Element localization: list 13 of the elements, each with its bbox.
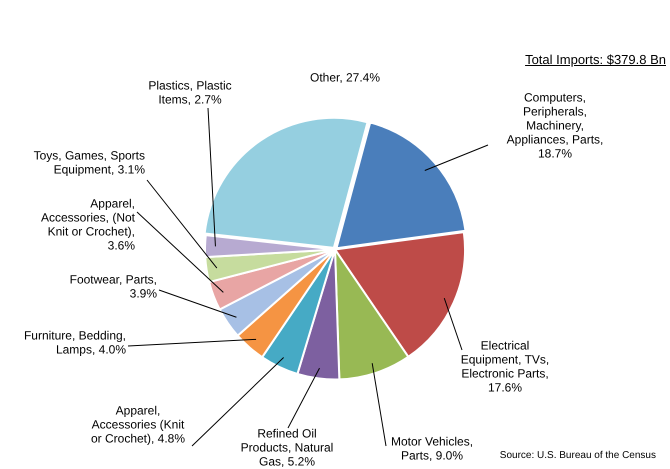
slice-label: Computers, Peripherals, Machinery, Appliances, Parts, 18.7% [506, 90, 604, 160]
slice-label: Furniture, Bedding, Lamps, 4.0% [24, 328, 126, 356]
slice-label: Electrical Equipment, TVs, Electronic Parts, 17.6% [460, 338, 550, 394]
slice-label: Refined Oil Products, Natural Gas, 5.2% [240, 426, 334, 468]
source-note: Source: U.S. Bureau of the Census [500, 450, 656, 461]
slice-label: Motor Vehicles, Parts, 9.0% [390, 434, 474, 462]
chart-title: Total Imports: $379.8 Bn [525, 52, 666, 67]
slice-label: Footwear, Parts, 3.9% [70, 272, 158, 300]
slice-label: Apparel, Accessories (Knit or Crochet), 4.8% [90, 403, 186, 446]
slice-label: Apparel, Accessories, (Not Knit or Crochet), 3.6% [40, 196, 136, 252]
slice-label: Toys, Games, Sports Equipment, 3.1% [34, 148, 146, 176]
slice-label: Other, 27.4% [310, 70, 380, 84]
slice-label: Plastics, Plastic Items, 2.7% [148, 78, 232, 106]
